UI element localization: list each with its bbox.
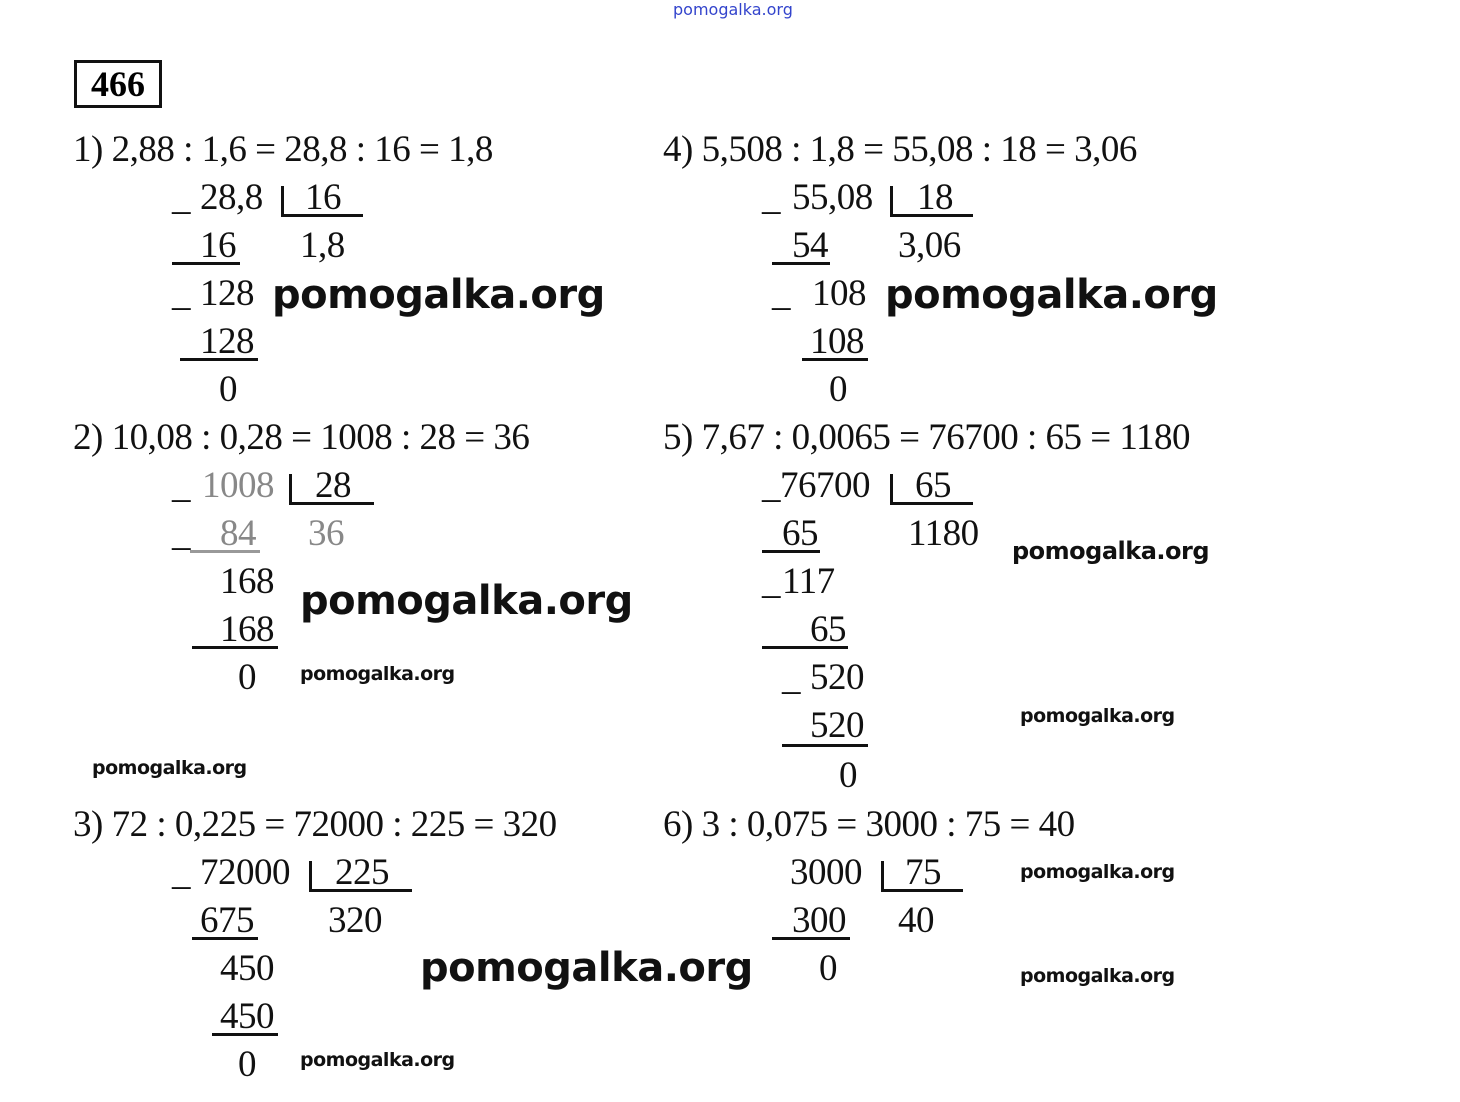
divisor-line [881, 889, 963, 892]
remainder: 0 [829, 369, 848, 410]
watermark: pomogalka.org [885, 272, 1218, 318]
watermark: pomogalka.org [420, 945, 753, 991]
step-line [172, 262, 240, 265]
minus-sign: _ [762, 177, 781, 218]
step-line [782, 744, 868, 747]
dividend: 3000 [790, 852, 863, 893]
division-bar [289, 474, 292, 504]
divisor: 225 [335, 852, 390, 893]
step-line [762, 550, 820, 553]
dividend: 72000 [200, 852, 291, 893]
remainder: 0 [238, 657, 257, 698]
minus-sign: _ [172, 465, 191, 506]
step: 128 [200, 321, 255, 362]
step: 65 [782, 513, 819, 554]
step: 520 [810, 657, 865, 698]
dividend: 1008 [202, 465, 275, 506]
problem-header: 4) 5,508 : 1,8 = 55,08 : 18 = 3,06 [663, 129, 1137, 170]
divisor: 75 [905, 852, 942, 893]
watermark: pomogalka.org [1020, 965, 1175, 987]
step: 128 [200, 273, 255, 314]
minus-sign: _ [782, 657, 801, 698]
step: 450 [220, 948, 275, 989]
exercise-number: 466 [74, 60, 162, 108]
step: 168 [220, 561, 275, 602]
divisor: 16 [305, 177, 342, 218]
watermark: pomogalka.org [1020, 861, 1175, 883]
quotient: 3,06 [898, 225, 961, 266]
divisor: 18 [917, 177, 954, 218]
divisor-line [890, 502, 973, 505]
minus-sign: _ [762, 561, 781, 602]
division-bar [309, 861, 312, 891]
watermark: pomogalka.org [300, 663, 455, 685]
division-bar [281, 186, 284, 216]
watermark: pomogalka.org [1020, 705, 1175, 727]
divisor-line [289, 502, 374, 505]
watermark-top[interactable]: pomogalka.org [673, 0, 793, 19]
step-line [192, 937, 258, 940]
quotient: 320 [328, 900, 383, 941]
problem-header: 6) 3 : 0,075 = 3000 : 75 = 40 [663, 804, 1075, 845]
quotient: 1,8 [300, 225, 345, 266]
step-line [190, 550, 260, 553]
minus-sign: _ [172, 273, 191, 314]
problem-header: 3) 72 : 0,225 = 72000 : 225 = 320 [73, 804, 557, 845]
problem-header: 5) 7,67 : 0,0065 = 76700 : 65 = 1180 [663, 417, 1191, 458]
division-bar [881, 861, 884, 891]
step-line [772, 937, 850, 940]
step: 675 [200, 900, 255, 941]
step-line [212, 1033, 278, 1036]
minus-sign: _ [172, 177, 191, 218]
watermark: pomogalka.org [92, 757, 247, 779]
watermark: pomogalka.org [300, 578, 633, 624]
dividend: 28,8 [200, 177, 263, 218]
step: 450 [220, 996, 275, 1037]
remainder: 0 [819, 948, 838, 989]
division-bar [890, 474, 893, 504]
division-bar [890, 186, 893, 216]
step: 168 [220, 609, 275, 650]
minus-sign: _ [772, 273, 791, 314]
step-line [772, 262, 830, 265]
remainder: 0 [219, 369, 238, 410]
quotient: 36 [308, 513, 345, 554]
step: 16 [200, 225, 237, 266]
divisor: 65 [915, 465, 952, 506]
step: 300 [792, 900, 847, 941]
quotient: 40 [898, 900, 935, 941]
watermark: pomogalka.org [300, 1049, 455, 1071]
dividend: 76700 [780, 465, 871, 506]
step-line [192, 646, 278, 649]
step-line [180, 358, 258, 361]
step: 54 [792, 225, 829, 266]
remainder: 0 [839, 755, 858, 796]
quotient: 1180 [908, 513, 979, 554]
step: 84 [220, 513, 257, 554]
minus-sign: _ [172, 513, 191, 554]
step: 65 [810, 609, 847, 650]
divisor-line [890, 214, 973, 217]
problem-header: 2) 10,08 : 0,28 = 1008 : 28 = 36 [73, 417, 530, 458]
step-line [802, 358, 868, 361]
step: 108 [810, 321, 865, 362]
minus-sign: _ [762, 465, 781, 506]
remainder: 0 [238, 1044, 257, 1085]
step-line [762, 646, 848, 649]
watermark: pomogalka.org [272, 272, 605, 318]
step: 520 [810, 705, 865, 746]
step: 108 [812, 273, 867, 314]
problem-header: 1) 2,88 : 1,6 = 28,8 : 16 = 1,8 [73, 129, 493, 170]
dividend: 55,08 [792, 177, 873, 218]
watermark: pomogalka.org [1012, 537, 1210, 565]
divisor-line [309, 889, 412, 892]
divisor: 28 [315, 465, 352, 506]
divisor-line [281, 214, 363, 217]
step: 117 [782, 561, 835, 602]
minus-sign: _ [172, 852, 191, 893]
